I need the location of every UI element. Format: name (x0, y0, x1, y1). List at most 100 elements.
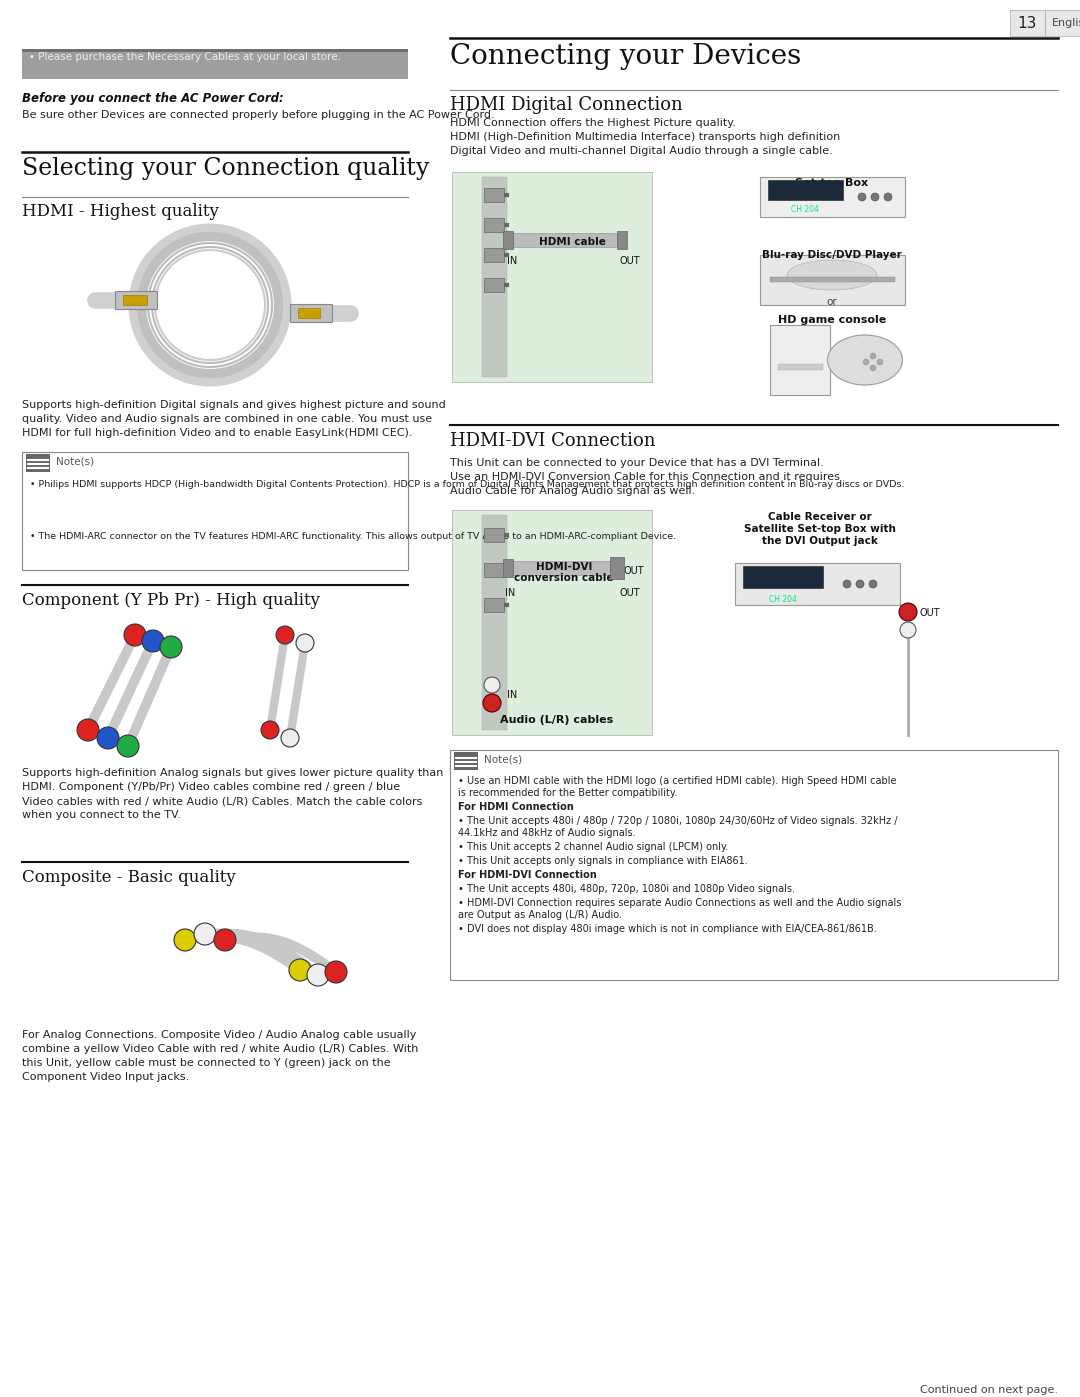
Circle shape (858, 193, 866, 201)
Bar (453, 172, 652, 381)
Text: Supports high-definition Analog signals but gives lower picture quality than
HDM: Supports high-definition Analog signals … (22, 768, 444, 820)
Text: HDMI-DVI Connection: HDMI-DVI Connection (450, 432, 656, 450)
Circle shape (117, 735, 139, 757)
Bar (291, 305, 332, 321)
Circle shape (296, 634, 314, 652)
Circle shape (156, 250, 265, 360)
Text: • The HDMI-ARC connector on the TV features HDMI-ARC functionality. This allows : • The HDMI-ARC connector on the TV featu… (30, 532, 676, 541)
Text: HDMI-DVI: HDMI-DVI (536, 562, 592, 571)
Text: IN: IN (507, 256, 517, 265)
Text: No supplied cables are used with these connections:: No supplied cables are used with these c… (29, 25, 356, 36)
Bar (114, 291, 157, 309)
Bar (484, 218, 504, 232)
Circle shape (194, 923, 216, 944)
Ellipse shape (827, 335, 903, 386)
Text: Continued on next page.: Continued on next page. (920, 1384, 1058, 1396)
Text: OUT: OUT (620, 256, 640, 265)
Bar (453, 510, 652, 735)
Circle shape (885, 193, 892, 201)
Text: or: or (826, 190, 837, 200)
Circle shape (160, 636, 183, 658)
Text: CH 204: CH 204 (791, 205, 819, 215)
Text: the DVI Output jack: the DVI Output jack (762, 536, 878, 546)
Circle shape (856, 580, 864, 588)
Text: OUT: OUT (624, 566, 645, 576)
Text: HDMI Digital Connection: HDMI Digital Connection (450, 96, 683, 115)
Circle shape (325, 961, 347, 983)
Bar (22, 49, 408, 80)
Text: HDMI cable: HDMI cable (539, 237, 606, 247)
Text: • This Unit accepts only signals in compliance with EIA861.: • This Unit accepts only signals in comp… (458, 856, 747, 866)
Circle shape (863, 359, 869, 365)
Circle shape (289, 958, 311, 981)
Bar (760, 177, 905, 217)
Circle shape (214, 929, 237, 951)
Text: 13: 13 (1017, 15, 1037, 31)
Text: Blu-ray Disc/DVD Player: Blu-ray Disc/DVD Player (762, 250, 902, 260)
Bar (507, 562, 612, 576)
Ellipse shape (787, 260, 877, 291)
Circle shape (870, 365, 876, 372)
Text: Audio (L/R) cables: Audio (L/R) cables (500, 715, 613, 725)
Text: Before you connect the AC Power Cord:: Before you connect the AC Power Cord: (22, 92, 284, 105)
Bar (26, 454, 50, 472)
Circle shape (870, 193, 879, 201)
Circle shape (124, 624, 146, 645)
Bar (484, 528, 504, 542)
Circle shape (843, 580, 851, 588)
Bar (507, 233, 617, 247)
Text: Composite - Basic quality: Composite - Basic quality (22, 869, 235, 886)
Bar (617, 231, 627, 249)
Bar (454, 752, 478, 770)
Bar (1010, 10, 1045, 36)
Bar (482, 515, 507, 731)
Circle shape (900, 622, 916, 638)
Text: English: English (1052, 18, 1080, 28)
Bar (22, 52, 408, 80)
Text: Note(s): Note(s) (56, 457, 94, 467)
Circle shape (141, 630, 164, 652)
Text: CH 204: CH 204 (769, 595, 797, 605)
Text: • Use an HDMI cable with the HDMI logo (a certified HDMI cable). High Speed HDMI: • Use an HDMI cable with the HDMI logo (… (458, 775, 896, 799)
Text: For HDMI Connection: For HDMI Connection (458, 802, 573, 812)
Bar (484, 598, 504, 612)
Text: This Unit can be connected to your Device that has a DVI Terminal.
Use an HDMI-D: This Unit can be connected to your Devic… (450, 458, 840, 496)
Circle shape (97, 726, 119, 749)
Bar (450, 750, 1058, 981)
Bar (484, 563, 504, 577)
Circle shape (869, 580, 877, 588)
Circle shape (281, 729, 299, 747)
Text: • This Unit accepts 2 channel Audio signal (LPCM) only.: • This Unit accepts 2 channel Audio sign… (458, 842, 728, 852)
Circle shape (174, 929, 195, 951)
Text: OUT: OUT (620, 588, 640, 598)
Bar (768, 180, 843, 200)
Bar (484, 189, 504, 203)
Text: Connecting your Devices: Connecting your Devices (450, 43, 801, 70)
Text: • Philips HDMI supports HDCP (High-bandwidth Digital Contents Protection). HDCP : • Philips HDMI supports HDCP (High-bandw… (30, 481, 905, 489)
Bar (298, 307, 320, 319)
Text: • DVI does not display 480i image which is not in compliance with EIA/CEA-861/86: • DVI does not display 480i image which … (458, 923, 877, 935)
Bar (484, 249, 504, 263)
Bar (735, 563, 900, 605)
Text: or: or (826, 298, 837, 307)
Bar (484, 278, 504, 292)
Text: • The Unit accepts 480i, 480p, 720p, 1080i and 1080p Video signals.: • The Unit accepts 480i, 480p, 720p, 108… (458, 884, 795, 894)
Bar (760, 256, 905, 305)
Circle shape (307, 964, 329, 986)
Text: Set-top Box: Set-top Box (796, 177, 868, 189)
Text: • The Unit accepts 480i / 480p / 720p / 1080i, 1080p 24/30/60Hz of Video signals: • The Unit accepts 480i / 480p / 720p / … (458, 816, 897, 838)
Bar (503, 559, 513, 577)
Text: Cable Receiver or: Cable Receiver or (768, 511, 872, 522)
Text: OUT: OUT (920, 608, 941, 617)
Bar (778, 365, 823, 370)
Circle shape (77, 719, 99, 740)
Circle shape (484, 678, 500, 693)
Bar (743, 566, 823, 588)
Bar (482, 177, 507, 377)
Text: IN: IN (507, 690, 517, 700)
Text: IN: IN (504, 588, 515, 598)
Circle shape (899, 604, 917, 622)
Text: Be sure other Devices are connected properly before plugging in the AC Power Cor: Be sure other Devices are connected prop… (22, 110, 495, 120)
Bar (123, 295, 147, 305)
Text: Satellite Set-top Box with: Satellite Set-top Box with (744, 524, 896, 534)
